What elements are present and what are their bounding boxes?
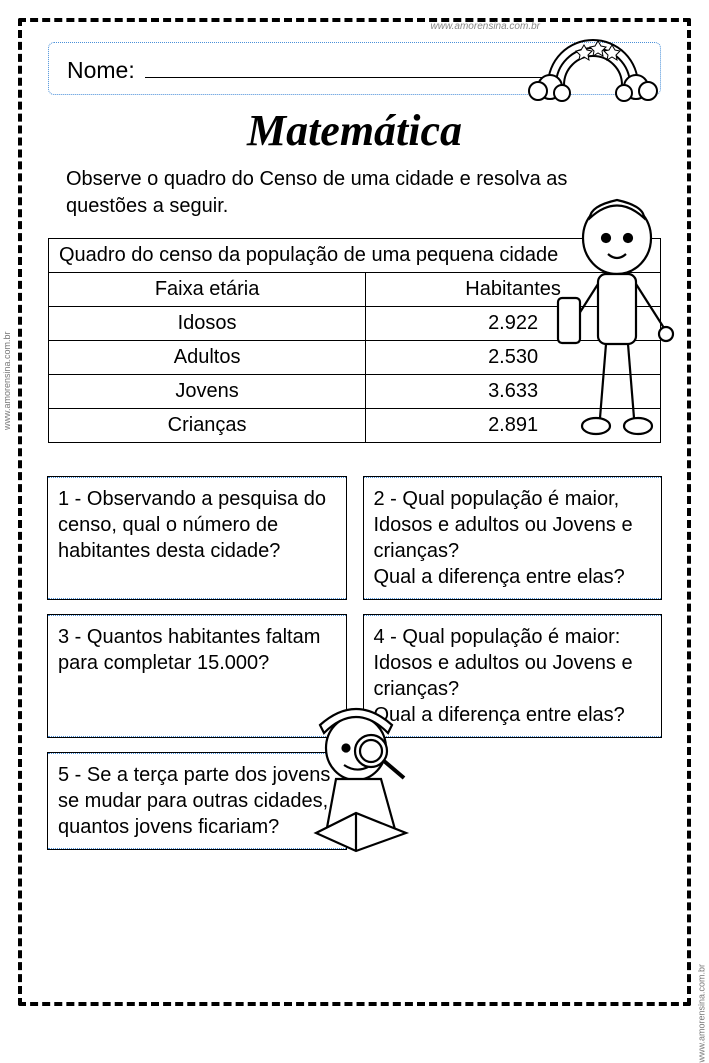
census-table-container: Quadro do censo da população de uma pequ…: [48, 238, 661, 443]
name-input-line[interactable]: [145, 77, 542, 78]
detective-character-icon: [296, 703, 436, 853]
table-header-col1: Faixa etária: [49, 273, 366, 307]
question-2: 2 - Qual população é maior, Idosos e adu…: [364, 477, 662, 599]
worksheet-content: Nome: www.amorensina.com.br Matemática O…: [30, 30, 679, 994]
table-cell-label: Jovens: [49, 375, 366, 409]
question-5-wrap: 5 - Se a terça parte dos jovens se mudar…: [48, 753, 346, 849]
question-1: 1 - Observando a pesquisa do censo, qual…: [48, 477, 346, 599]
name-field-box: Nome: www.amorensina.com.br: [48, 42, 661, 95]
name-label: Nome:: [67, 57, 135, 84]
worksheet-title: Matemática: [48, 105, 661, 156]
watermark-top: www.amorensina.com.br: [431, 21, 540, 32]
boy-character-icon: [550, 188, 685, 458]
table-cell-label: Idosos: [49, 307, 366, 341]
rainbow-cloud-icon: [528, 25, 668, 110]
table-cell-label: Adultos: [49, 341, 366, 375]
questions-grid: 1 - Observando a pesquisa do censo, qual…: [48, 477, 661, 849]
watermark-left: www.amorensina.com.br: [2, 331, 12, 430]
table-cell-label: Crianças: [49, 409, 366, 443]
watermark-right: www.amorensina.com.br: [697, 964, 707, 1063]
